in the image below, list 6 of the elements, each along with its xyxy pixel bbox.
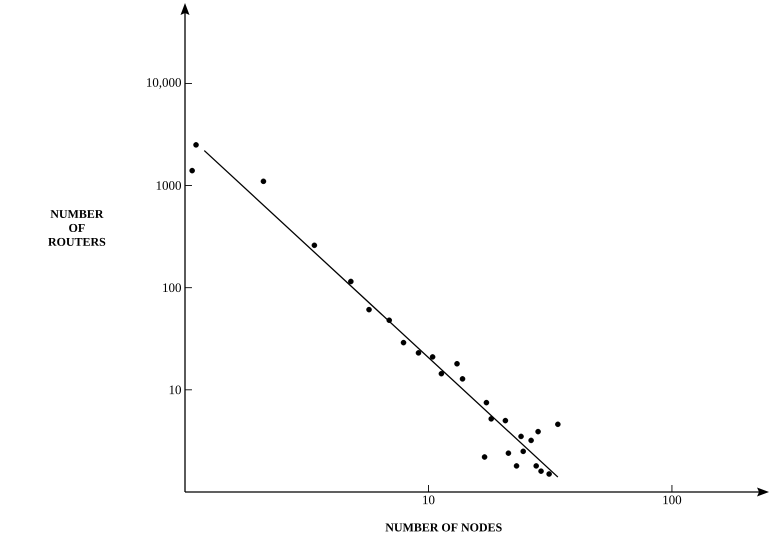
y-tick-label: 1000 [156, 181, 181, 190]
y-tick-label: 100 [163, 283, 181, 292]
y-tick-label: 10 [170, 385, 181, 394]
x-axis-title: NUMBER OF NODES [386, 523, 502, 532]
y-axis-title: NUMBER OF ROUTERS [48, 210, 106, 246]
y-tick-label: 10,000 [147, 78, 181, 89]
